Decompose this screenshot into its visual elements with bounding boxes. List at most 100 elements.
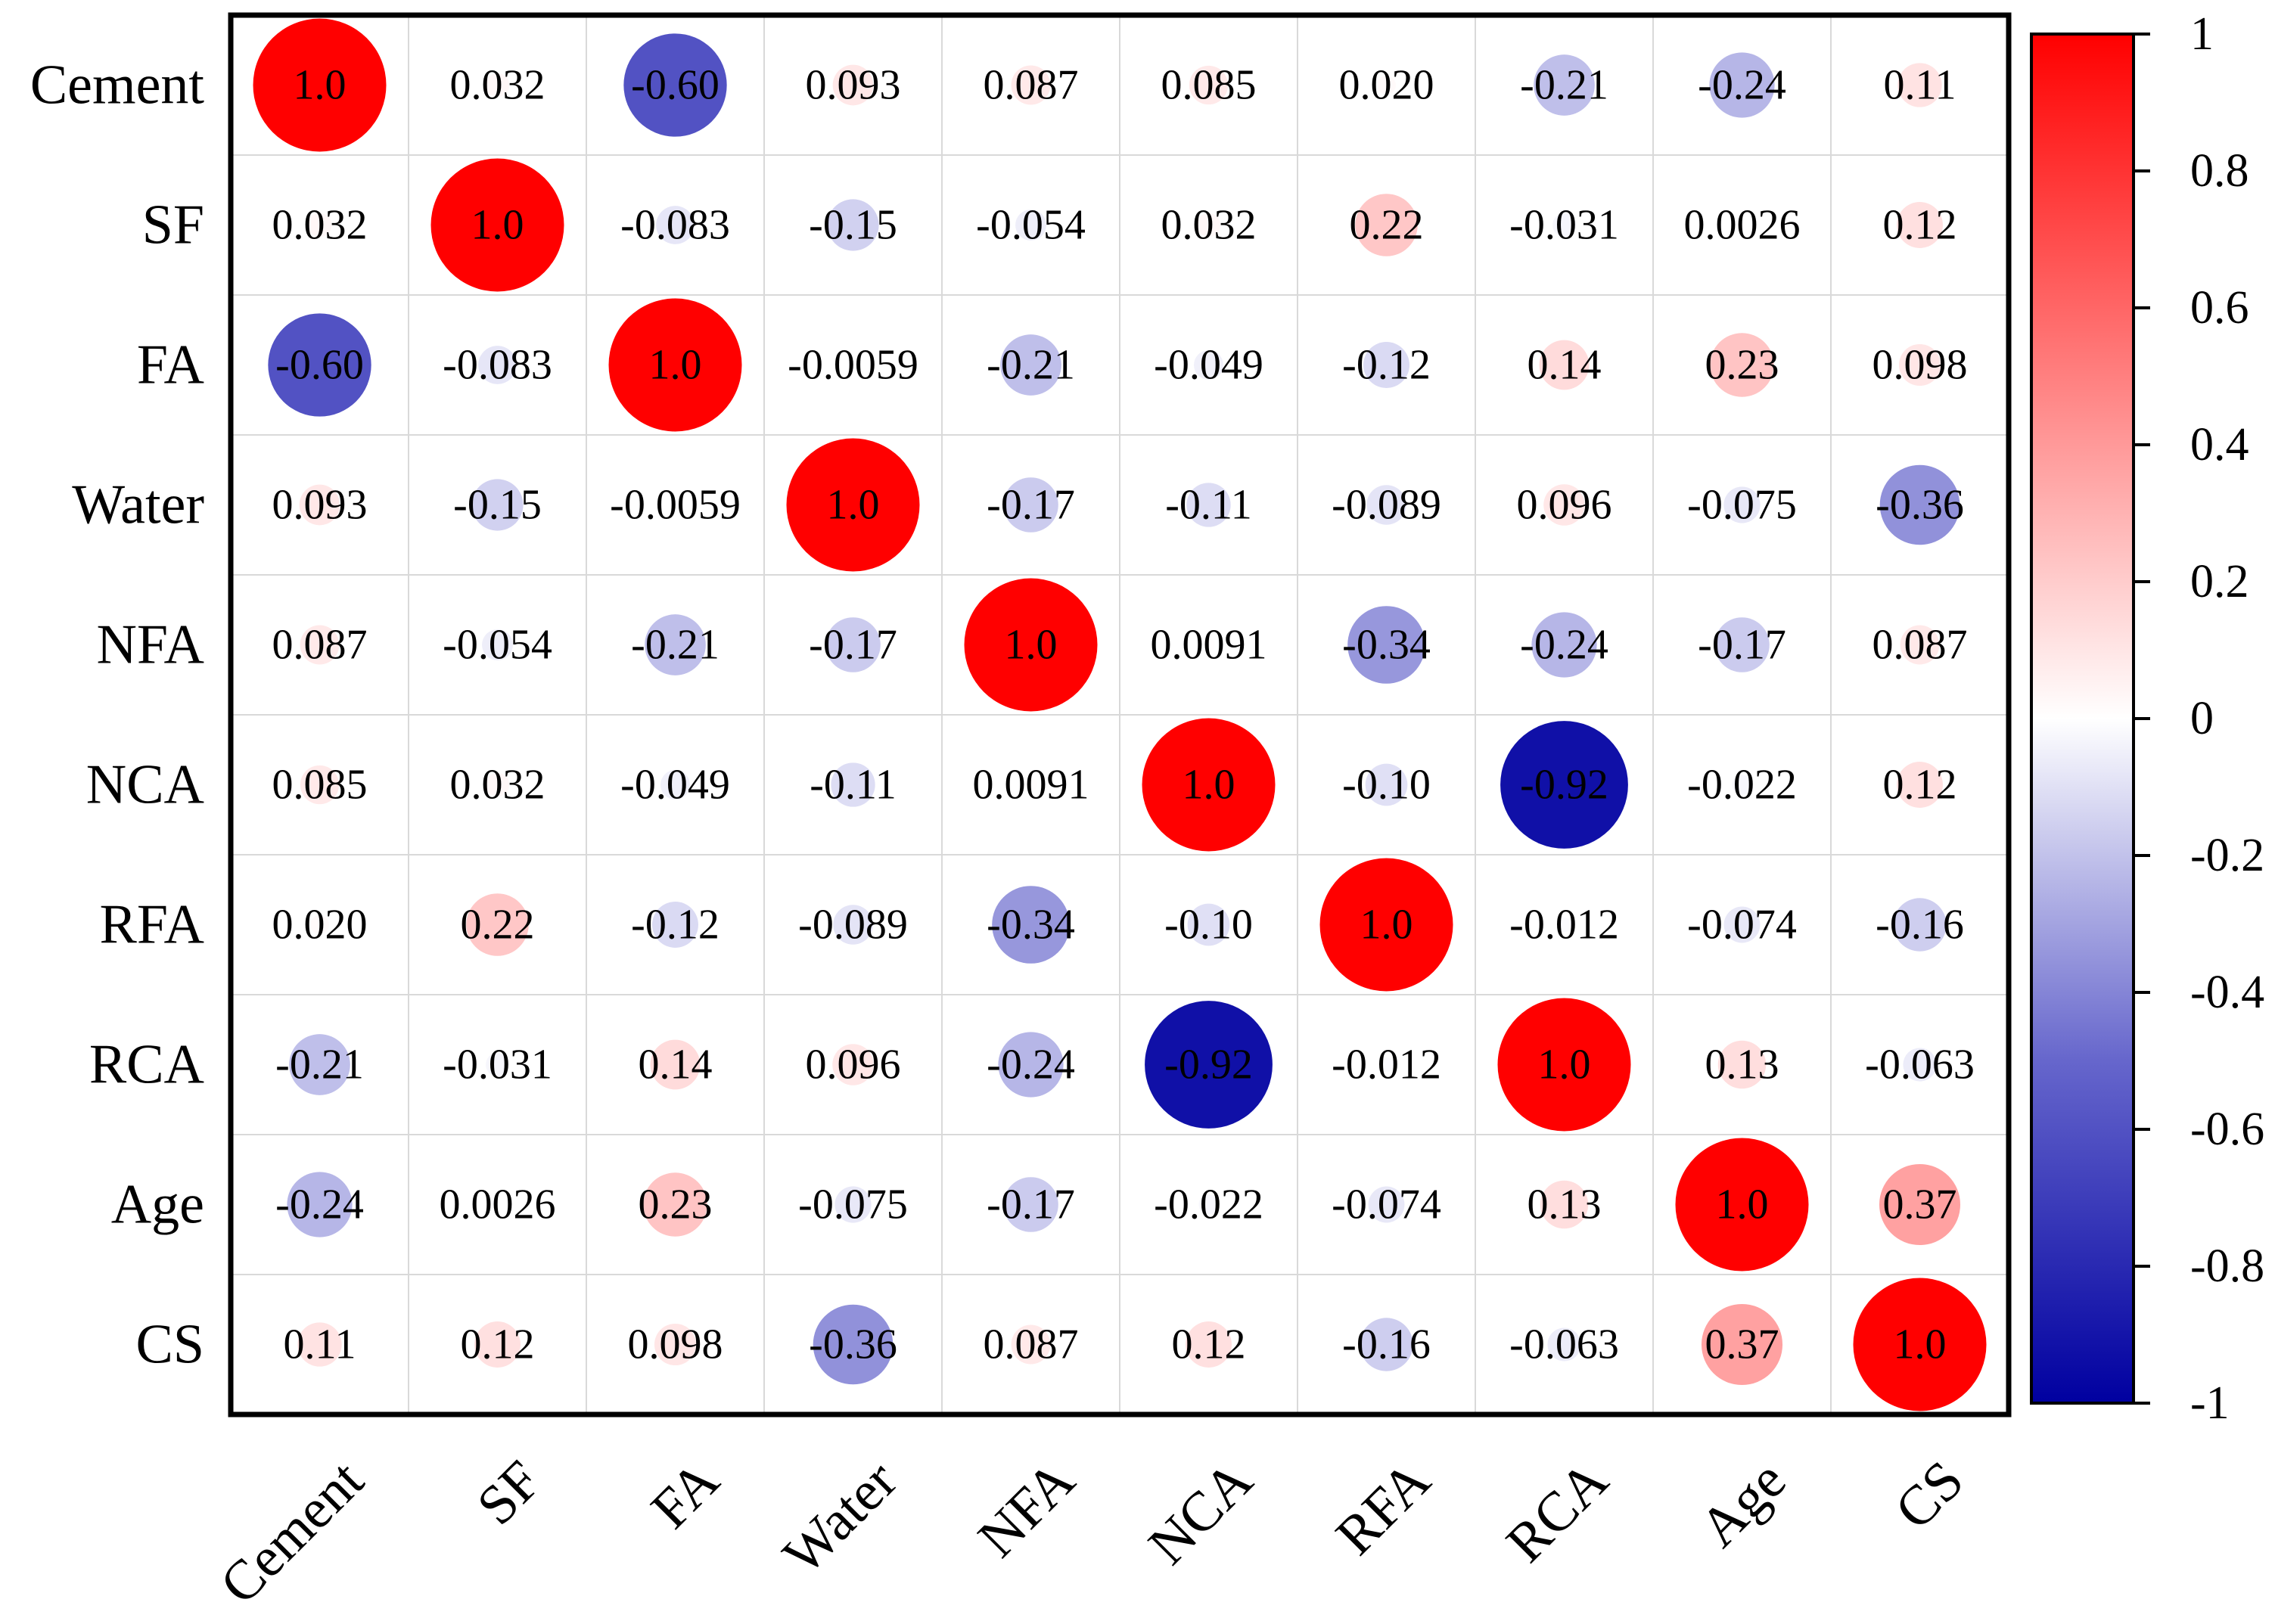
cell-value-water-nfa: -0.17 [987,482,1075,529]
column-label-fa: FA [639,1449,731,1541]
cell-value-rca-cement: -0.21 [275,1042,364,1088]
cell-value-sf-rca: -0.031 [1509,202,1619,249]
cell-value-age-water: -0.075 [798,1182,908,1228]
colorbar-tick-label: 0 [2190,693,2214,744]
correlation-circle-rfa-nfa [992,886,1070,964]
cell-value-rca-fa: 0.14 [639,1042,713,1088]
correlation-circle-nfa-water [825,617,881,672]
correlation-circle-nfa-nca [1202,638,1215,651]
correlation-circle-nfa-nfa [964,578,1098,712]
cell-value-nca-nca: 1.0 [1183,762,1235,809]
correlation-circle-age-nca [1198,1194,1219,1215]
cell-value-nca-cement: 0.085 [272,762,368,809]
colorbar-tick-label: -1 [2190,1377,2230,1429]
cell-value-rca-age: 0.13 [1705,1042,1779,1088]
correlation-circle-cement-age [1709,52,1775,118]
cell-value-rfa-water: -0.089 [798,902,908,949]
correlation-circle-nfa-fa [645,614,706,675]
grid-lines [231,15,2009,1414]
cell-value-water-sf: -0.15 [453,482,542,529]
correlation-circle-cement-sf [485,73,510,98]
cell-value-water-fa: -0.0059 [610,482,741,529]
correlation-circle-water-fa [670,499,681,511]
correlation-circle-water-cs [1879,464,1960,545]
cell-value-cement-fa: -0.60 [631,62,719,109]
column-labels: Cement SF FA Water NFA NCA RFA RCA Age CS [209,1449,1976,1616]
correlation-circle-cement-rfa [1377,76,1396,95]
colorbar: 1 0.8 0.6 0.4 0.2 0 -0.2 -0.4 -0.6 -0.8 -1 [2030,8,2264,1429]
cell-value-cement-nca: 0.085 [1161,62,1257,109]
correlation-circle-nca-cs [1897,762,1943,808]
correlation-circle-water-nca [1186,483,1231,527]
cell-value-cement-rca: -0.21 [1520,62,1608,109]
correlation-circle-sf-cement [307,213,332,238]
cell-value-rca-nfa: -0.24 [987,1042,1075,1088]
cell-value-nfa-fa: -0.21 [631,622,719,669]
correlation-circle-fa-fa [608,298,742,432]
cell-value-nfa-sf: -0.054 [443,622,552,669]
correlation-circle-cs-rfa [1360,1318,1413,1371]
correlation-circle-rca-rfa [1378,1057,1394,1073]
cell-value-age-age: 1.0 [1716,1182,1769,1228]
cell-value-rfa-sf: 0.22 [461,902,535,949]
cell-value-water-rfa: -0.089 [1332,482,1441,529]
correlation-circle-age-age [1675,1138,1809,1272]
cell-value-nca-nfa: 0.0091 [973,762,1089,809]
row-label-nca: NCA [86,754,204,816]
correlation-circle-rfa-age [1723,906,1761,943]
correlation-circle-rfa-sf [466,893,529,956]
correlation-circle-sf-rca [1552,213,1576,237]
colorbar-tick-label: 1 [2190,8,2214,60]
cell-value-nfa-water: -0.17 [809,622,897,669]
cell-value-rfa-rca: -0.012 [1509,902,1619,949]
column-label-water: Water [772,1449,909,1587]
correlation-circle-cement-cs [1897,63,1942,107]
correlation-circle-rfa-rca [1556,917,1572,933]
correlation-circle-rfa-nca [1187,903,1230,946]
correlation-circle-cs-cement [297,1322,342,1367]
correlation-circle-fa-age [1710,333,1774,397]
cell-value-age-nfa: -0.17 [987,1182,1075,1228]
cell-value-nca-age: -0.022 [1687,762,1797,809]
cell-value-cement-age: -0.24 [1698,62,1786,109]
cell-value-rca-cs: -0.063 [1865,1042,1975,1088]
colorbar-tick-label: 0.8 [2190,145,2249,197]
correlation-circle-fa-nfa [1000,334,1061,396]
cell-value-age-sf: 0.0026 [440,1182,556,1228]
correlation-circle-cs-rca [1547,1327,1581,1362]
correlation-circle-sf-nca [1196,213,1221,238]
correlation-circle-fa-cement [268,313,371,417]
column-label-age: Age [1688,1449,1798,1559]
cell-value-nfa-cs: 0.087 [1873,622,1968,669]
row-label-cement: Cement [30,54,205,116]
cell-value-water-cs: -0.36 [1876,482,1964,529]
correlation-circle-nca-age [1732,775,1752,795]
cell-value-cs-cement: 0.11 [284,1321,356,1368]
correlation-circle-age-rca [1540,1180,1589,1229]
correlation-circle-sf-nfa [1015,210,1046,241]
cell-value-sf-nfa: -0.054 [976,202,1086,249]
cell-value-nca-cs: 0.12 [1883,762,1957,809]
cell-value-cs-cs: 1.0 [1894,1321,1947,1368]
correlation-circle-nfa-age [1714,617,1770,672]
correlation-circle-cs-nfa [1011,1324,1051,1365]
cell-value-nca-rfa: -0.10 [1342,762,1431,809]
cell-value-sf-nca: 0.032 [1161,202,1257,249]
correlation-circle-fa-water [847,359,859,371]
cell-value-cement-cs: 0.11 [1884,62,1956,109]
correlation-circle-rca-water [832,1044,874,1085]
correlation-circle-rfa-cement [310,915,329,934]
cell-value-rfa-nca: -0.10 [1164,902,1253,949]
correlation-circle-rca-rca [1497,998,1631,1132]
row-label-sf: SF [142,194,204,256]
cell-value-fa-sf: -0.083 [443,342,552,389]
cell-value-sf-sf: 1.0 [471,202,524,249]
cell-value-cs-water: -0.36 [809,1321,897,1368]
cell-value-age-rca: 0.13 [1528,1182,1602,1228]
row-label-rfa: RFA [100,894,204,956]
cell-value-fa-cement: -0.60 [275,342,364,389]
correlation-circle-fa-rca [1539,340,1590,390]
cell-value-water-water: 1.0 [827,482,880,529]
row-label-nfa: NFA [96,614,204,676]
